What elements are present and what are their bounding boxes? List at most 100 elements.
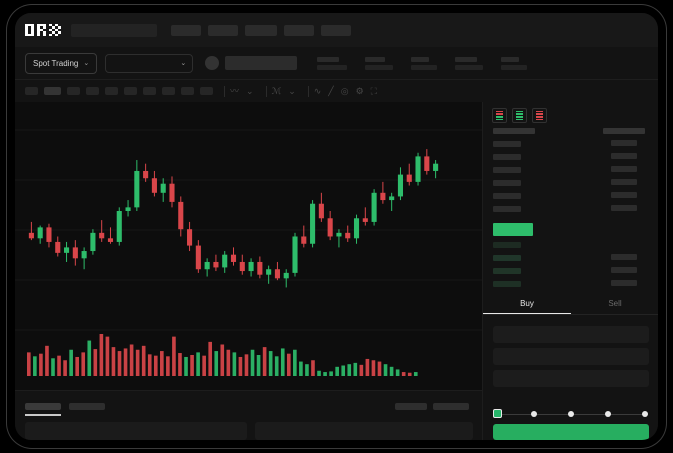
bottom-action-2[interactable] [433,403,469,410]
timeframe-1h[interactable] [105,87,118,95]
nav-item-2[interactable] [208,24,238,36]
stat-24h-volume [411,56,438,70]
stat-24h-high-value [365,64,394,70]
trend-line-icon[interactable]: ⌄ [246,85,254,96]
orderbook-icon-bar [496,110,503,113]
timeframe-5m[interactable] [44,87,61,95]
orderbook-icon-bar [516,110,523,113]
orderbook-icon-bar [496,116,503,118]
orderbook-bid-total[interactable] [611,267,637,273]
chevron-down-icon: ⌄ [180,60,187,67]
candlestick-chart[interactable] [15,102,482,390]
orderbook-bid-row[interactable] [493,281,521,287]
timeframe-1m[interactable] [25,87,38,95]
tab-order-history[interactable] [69,403,105,410]
bottom-action-1[interactable] [395,403,427,410]
orderbook-ask-total[interactable] [611,140,637,146]
chart-canvas [15,129,482,376]
market-type-dropdown[interactable]: Spot Trading ⌄ [25,52,98,74]
tab-open-orders[interactable] [25,403,61,410]
stat-market-cap-value [501,64,528,70]
nav-item-5[interactable] [321,24,351,36]
timeframe-1mo[interactable] [181,87,194,95]
stat-market-cap-label [501,56,520,62]
order-price-field[interactable] [493,326,649,343]
orderbook-ask-row[interactable] [493,180,521,186]
timeframe-15m[interactable] [67,87,80,95]
bottom-card-left [25,422,247,440]
chart-toolbar: 〰 ⌄ ℳ ⌄ ∿ ╱ ◎ ⚙ ⛶ [15,80,658,102]
nav-item-1[interactable] [171,24,201,36]
fullscreen-icon[interactable]: ⛶ [370,85,377,96]
orderbook-ask-total[interactable] [611,179,637,185]
tab-sell[interactable]: Sell [608,299,622,308]
slider-stop-75[interactable] [605,410,611,417]
slider-stop-25[interactable] [531,410,537,417]
orderbook-bid-row[interactable] [493,255,521,261]
okx-logo[interactable] [25,23,61,37]
order-amount-field[interactable] [493,348,649,365]
orderbook-ask-total[interactable] [611,205,637,211]
orderbook-view-asks[interactable] [532,108,547,123]
place-buy-order-button[interactable] [493,424,649,440]
nav-item-4[interactable] [284,24,314,36]
timeframe-more[interactable] [200,87,213,95]
orderbook-header-total[interactable] [603,128,645,134]
chevron-down-icon: ⌄ [83,60,90,67]
orders-panel [15,390,482,440]
global-search-input[interactable] [71,23,157,37]
orderbook-icon-bar [536,110,543,113]
orderbook-ask-row[interactable] [493,206,521,212]
wave-icon[interactable]: ∿ [313,85,322,96]
nav-item-3[interactable] [245,24,277,36]
order-total-field[interactable] [493,370,649,387]
orderbook-ask-total[interactable] [611,153,637,159]
orderbook-bid-total[interactable] [611,280,637,286]
market-type-label: Spot Trading [33,58,79,68]
orderbook-bid-row[interactable] [493,268,521,274]
orderbook-bid-row[interactable] [493,242,521,248]
orderbook-header-price[interactable] [493,128,535,134]
amount-percent-slider[interactable] [493,408,649,420]
coin-avatar [205,56,220,70]
timeframe-1w[interactable] [162,87,175,95]
toolbar-divider [265,85,267,97]
orderbook-icon-bar [516,113,523,115]
orderbook-and-trade-panel: Buy Sell [482,102,658,440]
slider-stop-50[interactable] [568,410,574,417]
slider-stop-100[interactable] [642,410,648,417]
stat-market-cap [501,56,528,70]
toolbar-divider [224,85,225,97]
line-chart-icon[interactable]: 〰 [230,85,240,96]
orderbook-ask-row[interactable] [493,154,521,160]
orderbook-view-toggles [483,102,658,128]
camera-icon[interactable]: ◎ [340,85,349,96]
trading-pair-dropdown[interactable]: ⌄ [105,53,194,73]
bottom-card-right [255,422,473,440]
orderbook-ask-total[interactable] [611,192,637,198]
orderbook-ask-row[interactable] [493,141,521,147]
orderbook-ask-row[interactable] [493,167,521,173]
settings-icon[interactable]: ⚙ [355,85,364,96]
indicators-icon[interactable]: ℳ [271,85,282,96]
orderbook-view-bids[interactable] [512,108,527,123]
buy-sell-tabs: Buy Sell [483,294,658,315]
tab-open-orders-underline [25,414,61,416]
slider-handle[interactable] [493,409,502,418]
magnet-icon[interactable]: ╱ [328,85,334,96]
orderbook-last-price[interactable] [493,223,533,236]
orderbook-icon-bar [536,116,543,118]
tab-buy[interactable]: Buy [483,294,571,314]
orderbook-ask-total[interactable] [611,166,637,172]
orderbook-icon-bar [536,113,543,115]
timeframe-4h[interactable] [124,87,137,95]
timeframe-1d[interactable] [143,87,156,95]
timeframe-30m[interactable] [86,87,99,95]
stat-24h-volume-label [411,56,430,62]
orderbook-view-both[interactable] [492,108,507,123]
orderbook-bid-total[interactable] [611,254,637,260]
orderbook-ask-row[interactable] [493,193,521,199]
last-price-value [225,56,298,70]
chart-type-chevron-icon[interactable]: ⌄ [288,85,296,96]
orderbook-rows[interactable] [483,128,658,296]
